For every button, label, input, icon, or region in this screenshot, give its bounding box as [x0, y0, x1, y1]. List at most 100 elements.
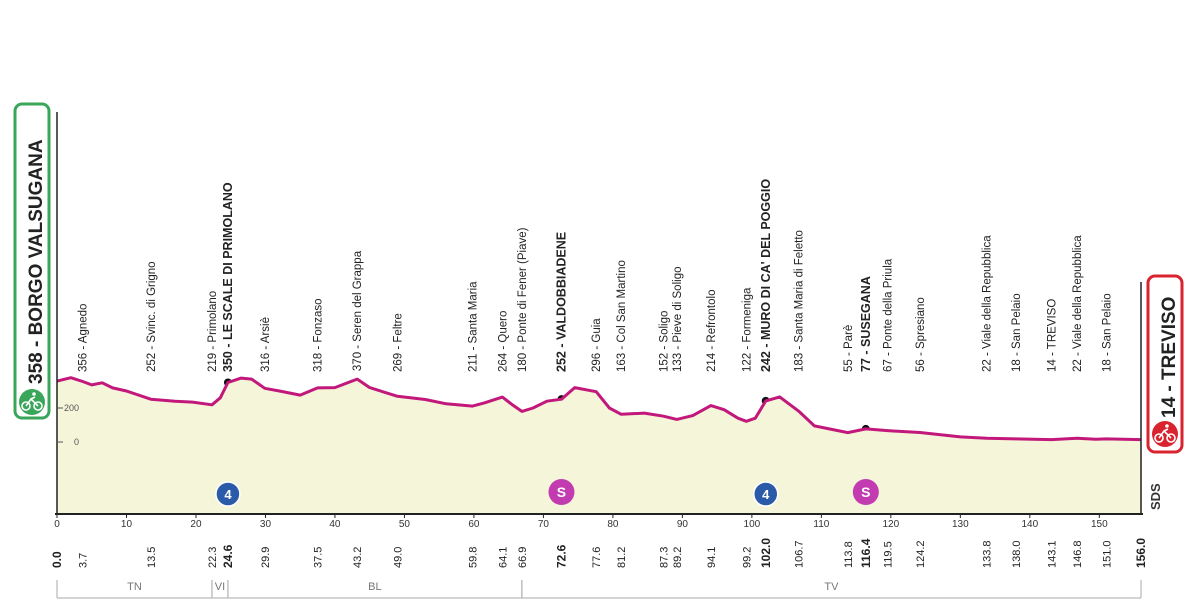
- x-tick-label: 40: [329, 519, 341, 530]
- profile-line: [56, 376, 1142, 442]
- point-labels: 356 - Agnedo 252 - Svinc. di Grigno 219 - …: [78, 179, 1114, 372]
- km-label: 124.2: [915, 540, 927, 568]
- km-label: 138.0: [1011, 540, 1023, 568]
- region-band: BL: [227, 580, 523, 599]
- km-label: 119.5: [882, 541, 894, 568]
- region-label: TN: [127, 581, 142, 593]
- km-label: 29.9: [260, 547, 272, 568]
- sprint-marker: S: [548, 479, 575, 505]
- x-tick-label: 100: [744, 519, 761, 530]
- x-axis-ticks: 0 10 20 30 40 50 60 70 80 90 100 110 120 130 140 150: [54, 514, 1108, 530]
- kom-category: 4: [762, 487, 770, 502]
- point-label: 152 - Soligo: [659, 311, 671, 372]
- km-label: 87.3: [659, 547, 671, 568]
- x-tick-label: 80: [607, 519, 619, 530]
- point-label: 242 - MURO DI CA' DEL POGGIO: [759, 179, 773, 372]
- x-tick-label: 70: [538, 519, 550, 530]
- point-label: 252 - VALDOBBIADENE: [555, 232, 569, 372]
- y-tick-label: 0: [74, 437, 79, 447]
- sprint-circle: [548, 479, 575, 505]
- classification-markers: 4 S 4 S: [215, 479, 879, 507]
- km-label: 151.0: [1101, 540, 1113, 568]
- point-label: 56 - Spresiano: [915, 297, 927, 372]
- chart-axes: [55, 112, 1143, 515]
- point-label: 18 - San Pelaio: [1101, 293, 1113, 372]
- y-axis-ticks: 0 200: [57, 403, 79, 447]
- km-label: 37.5: [313, 547, 325, 568]
- x-tick-label: 30: [260, 519, 272, 530]
- region-band: TV: [521, 580, 1142, 599]
- km-label: 72.6: [555, 544, 569, 568]
- x-tick-label: 50: [399, 519, 411, 530]
- km-labels: 3.7 13.5 22.3 24.6 29.9 37.5 43.2 49.0 59.8 64.1 6…: [50, 538, 1148, 568]
- region-band: TN: [56, 580, 213, 599]
- km-label: 64.1: [497, 547, 509, 568]
- sprint-circle: [852, 479, 879, 505]
- km-label: 24.6: [221, 544, 235, 568]
- start-badge: 358 - BORGO VALSUGANA: [13, 102, 51, 420]
- point-label: 264 - Quero: [497, 311, 509, 372]
- point-label: 122 - Formeniga: [741, 287, 753, 372]
- sprint-marker: S: [852, 479, 879, 505]
- kom-circle: [215, 481, 241, 507]
- finish-badge: 14 - TREVISO: [1146, 274, 1184, 454]
- point-label: 18 - San Pelaio: [1011, 293, 1023, 372]
- km-label: 146.8: [1072, 540, 1084, 568]
- kom-marker: 4: [753, 481, 779, 507]
- point-label: 22 - Viale della Repubblica: [1072, 235, 1084, 372]
- km-start-label: 0.0: [50, 551, 64, 568]
- kom-marker: 4: [215, 481, 241, 507]
- point-label: 356 - Agnedo: [78, 304, 90, 372]
- region-label: VI: [215, 581, 225, 593]
- point-label: 133 - Pieve di Soligo: [672, 267, 684, 372]
- x-tick-label: 150: [1091, 519, 1108, 530]
- point-label: 214 - Refrontolo: [706, 290, 718, 372]
- region-label: TV: [824, 581, 839, 593]
- point-label: 22 - Viale della Repubblica: [982, 235, 994, 372]
- sprint-letter: S: [557, 484, 566, 500]
- y-tick-label: 200: [64, 403, 79, 413]
- x-tick-label: 10: [121, 519, 133, 530]
- km-label: 77.6: [591, 547, 603, 568]
- point-label: 219 - Primolano: [207, 291, 219, 372]
- point-label: 55 - Parè: [843, 325, 855, 372]
- x-tick-label: 0: [54, 519, 60, 530]
- km-label: 99.2: [741, 547, 753, 568]
- point-label: 296 - Guia: [591, 318, 603, 372]
- km-label: 13.5: [146, 547, 158, 568]
- kom-circle: [753, 481, 779, 507]
- sprint-letter: S: [861, 484, 870, 500]
- point-label: 163 - Col San Martino: [616, 260, 628, 372]
- point-label: 318 - Fonzaso: [313, 298, 325, 372]
- km-label: 66.9: [517, 547, 529, 568]
- km-label: 3.7: [78, 553, 90, 568]
- km-label: 22.3: [207, 547, 219, 568]
- km-label: 59.8: [468, 547, 480, 568]
- km-label: 116.4: [859, 538, 873, 568]
- x-tick-label: 130: [952, 519, 969, 530]
- km-label: 89.2: [672, 547, 684, 568]
- x-tick-label: 120: [883, 519, 900, 530]
- point-label: 180 - Ponte di Fener (Piave): [517, 227, 529, 372]
- point-label: 370 - Seren del Grappa: [352, 250, 364, 371]
- sds-watermark: SDS: [1148, 483, 1163, 510]
- region-band: VI: [211, 580, 229, 599]
- point-label: 14 - TREVISO: [1046, 299, 1058, 372]
- region-bands: TN VI BL TV: [56, 580, 1142, 599]
- km-label: 113.8: [843, 541, 855, 568]
- region-divider: [521, 580, 1142, 598]
- point-label: 211 - Santa Maria: [468, 281, 480, 372]
- km-label: 102.0: [759, 538, 773, 568]
- finish-label: 14 - TREVISO: [1159, 297, 1180, 418]
- point-label: 350 - LE SCALE DI PRIMOLANO: [221, 182, 235, 372]
- x-tick-label: 110: [813, 519, 829, 530]
- point-label: 183 - Santa Maria di Feletto: [793, 230, 805, 372]
- point-label: 252 - Svinc. di Grigno: [146, 261, 158, 372]
- km-end-label: 156.0: [1134, 538, 1148, 568]
- km-label: 49.0: [393, 547, 405, 568]
- x-tick-label: 90: [677, 519, 689, 530]
- km-label: 143.1: [1046, 540, 1058, 568]
- start-label: 358 - BORGO VALSUGANA: [26, 139, 47, 384]
- km-label: 133.8: [982, 540, 994, 568]
